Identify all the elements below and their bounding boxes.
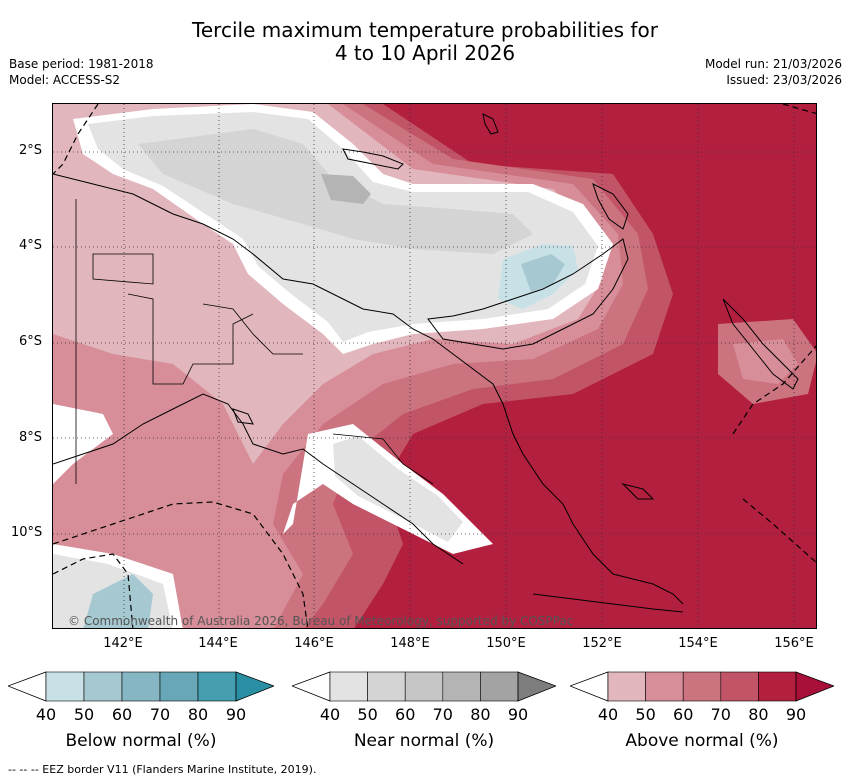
lon-label-150e: 150°E <box>486 636 526 651</box>
colorbar-segment <box>607 671 646 702</box>
below-50-southwest <box>83 574 153 628</box>
near-70-patch <box>321 174 371 204</box>
below-normal-label: Below normal (%) <box>65 731 217 751</box>
eez-footnote: -- -- -- EEZ border V11 (Flanders Marine… <box>8 763 317 776</box>
colorbar-segment <box>645 671 684 702</box>
colorbar-segment <box>329 671 368 702</box>
probability-map <box>52 103 817 629</box>
below-50-patch <box>521 254 565 292</box>
meta-right: Model run: 21/03/2026 Issued: 23/03/2026 <box>705 56 842 88</box>
coastline <box>53 113 799 613</box>
near-40-south <box>333 436 463 542</box>
colorbar-tick-label: 90 <box>225 705 247 724</box>
lon-label-142e: 142°E <box>103 636 143 651</box>
meta-left: Base period: 1981-2018 Model: ACCESS-S2 <box>9 56 154 88</box>
above-normal-label: Above normal (%) <box>625 731 779 751</box>
lon-label-146e: 146°E <box>294 636 334 651</box>
colorbar-tick-label: 60 <box>111 705 133 724</box>
colorbar-tick-label: 80 <box>187 705 209 724</box>
below-normal-colorbar <box>8 671 274 702</box>
near-normal-colorbar <box>292 671 556 702</box>
map-canvas <box>53 104 816 628</box>
model-name: Model: ACCESS-S2 <box>9 73 121 87</box>
colorbar-tick-label: 70 <box>149 705 171 724</box>
colorbar-extend-high <box>517 671 556 702</box>
colorbar-tick-label: 70 <box>710 705 731 724</box>
base-period: Base period: 1981-2018 <box>9 57 154 71</box>
colorbar-segment <box>682 671 722 702</box>
lon-label-154e: 154°E <box>678 636 718 651</box>
colorbar-segment <box>121 671 161 702</box>
colorbar-tick-label: 40 <box>597 705 619 724</box>
colorbar-tick-label: 70 <box>432 705 453 724</box>
colorbar-tick-label: 80 <box>470 705 491 724</box>
colorbar-segment <box>83 671 123 702</box>
colorbar-tick-label: 40 <box>35 705 57 724</box>
colorbar-tick-label: 60 <box>395 705 416 724</box>
colorbar-segment <box>159 671 199 702</box>
lat-label-8s: 8°S <box>19 430 43 445</box>
model-run: Model run: 21/03/2026 <box>704 57 842 71</box>
colorbar-extend-low <box>570 671 609 702</box>
colorbar-segment <box>404 671 444 702</box>
normal-40-west <box>53 404 113 484</box>
lon-label-144e: 144°E <box>198 636 238 651</box>
copyright-notice: © Commonwealth of Australia 2026, Bureau… <box>68 614 574 628</box>
lon-label-152e: 152°E <box>582 636 622 651</box>
colorbar-tick-label: 50 <box>635 705 656 724</box>
colorbar-segment <box>367 671 406 702</box>
map-title: Tercile maximum temperature probabilitie… <box>0 19 850 65</box>
colorbar-tick-label: 80 <box>748 705 769 724</box>
lon-label-156e: 156°E <box>774 636 814 651</box>
above-normal-colorbar <box>570 671 834 702</box>
issued-date: Issued: 23/03/2026 <box>726 73 842 87</box>
colorbar-extend-high <box>235 671 274 702</box>
colorbar-segment <box>197 671 237 702</box>
colorbar-tick-label: 60 <box>673 705 694 724</box>
lat-label-10s: 10°S <box>11 525 43 540</box>
colorbar-tick-label: 50 <box>357 705 378 724</box>
colorbar-segment <box>480 671 519 702</box>
title-line-2: 4 to 10 April 2026 <box>334 41 516 65</box>
colorbar-segment <box>758 671 797 702</box>
colorbar-tick-label: 90 <box>507 705 529 724</box>
eez-border <box>53 104 816 628</box>
lon-label-148e: 148°E <box>390 636 430 651</box>
colorbar-segment <box>720 671 759 702</box>
colorbar-extend-low <box>292 671 331 702</box>
lat-label-6s: 6°S <box>19 334 43 349</box>
above-50-east <box>733 339 798 384</box>
colorbar-segment <box>45 671 85 702</box>
province-borders <box>75 199 434 485</box>
near-normal-label: Near normal (%) <box>353 731 495 751</box>
title-line-1: Tercile maximum temperature probabilitie… <box>192 18 658 42</box>
colorbar-segment <box>442 671 481 702</box>
colorbar-tick-label: 90 <box>785 705 807 724</box>
lat-label-4s: 4°S <box>19 238 43 253</box>
colorbar-extend-high <box>795 671 834 702</box>
colorbar-extend-low <box>8 671 47 702</box>
colorbar-tick-label: 50 <box>73 705 95 724</box>
lat-label-2s: 2°S <box>19 143 43 158</box>
colorbar-tick-label: 40 <box>319 705 341 724</box>
